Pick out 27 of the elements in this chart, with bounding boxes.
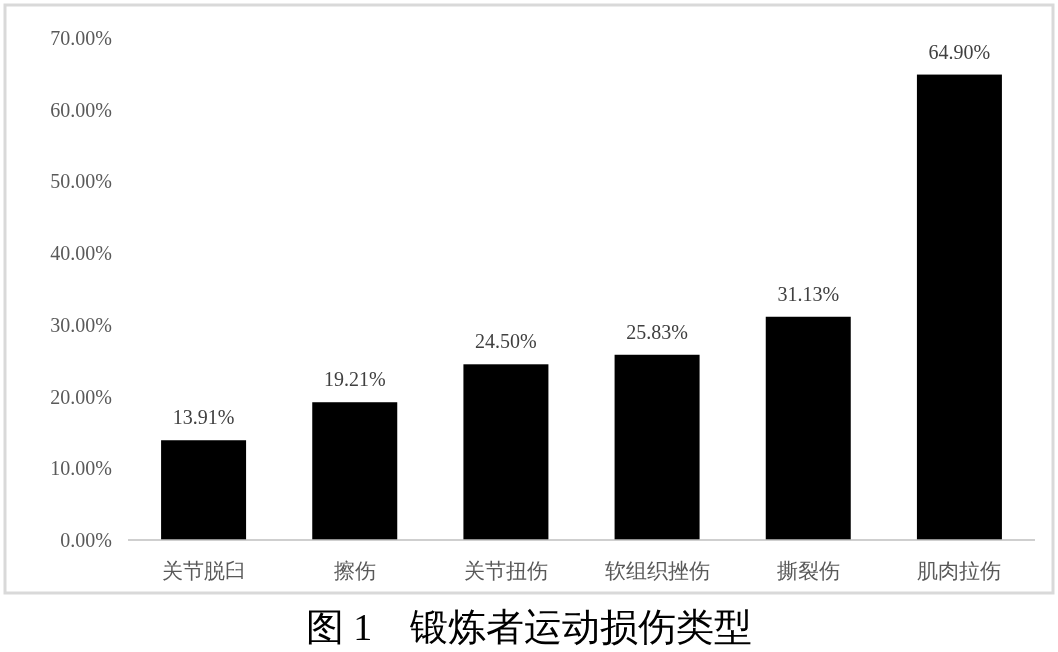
y-tick-label: 50.00% xyxy=(50,170,112,193)
bar xyxy=(916,74,1002,540)
bar xyxy=(312,402,398,540)
x-tick-label: 擦伤 xyxy=(333,559,376,583)
bar xyxy=(161,440,247,540)
y-tick-label: 40.00% xyxy=(50,242,112,265)
y-tick-label: 20.00% xyxy=(50,385,112,408)
y-tick-label: 0.00% xyxy=(60,529,112,551)
data-label: 31.13% xyxy=(777,282,840,305)
y-tick-label: 70.00% xyxy=(50,27,112,49)
data-label: 13.91% xyxy=(172,406,235,429)
x-tick-label: 撕裂伤 xyxy=(776,559,840,583)
data-label: 64.90% xyxy=(928,40,991,63)
bar xyxy=(463,364,549,540)
y-tick-label: 10.00% xyxy=(50,457,112,480)
x-tick-label: 关节脱臼 xyxy=(161,559,246,583)
text: 图 1 锻炼者运动损伤类型 xyxy=(305,606,753,648)
data-label: 19.21% xyxy=(323,368,386,391)
y-tick-label: 30.00% xyxy=(50,313,112,336)
data-label: 25.83% xyxy=(626,320,688,343)
x-tick-label: 软组织挫伤 xyxy=(604,559,710,583)
x-tick-label: 关节扭伤 xyxy=(463,559,548,583)
data-label: 24.50% xyxy=(475,330,537,353)
y-tick-label: 60.00% xyxy=(50,98,112,121)
bar xyxy=(765,316,851,540)
bar xyxy=(614,354,700,540)
x-tick-label: 肌肉拉伤 xyxy=(917,559,1002,583)
